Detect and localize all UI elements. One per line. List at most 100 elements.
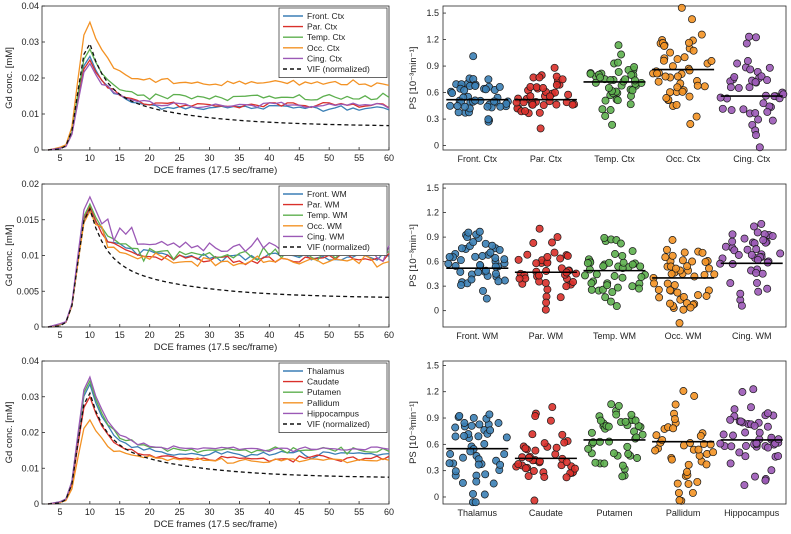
x-category-label: Temp. WM bbox=[593, 331, 636, 341]
y-tick-label: 1.5 bbox=[426, 8, 439, 18]
data-point bbox=[581, 271, 589, 280]
x-tick-label: 40 bbox=[264, 330, 274, 340]
data-point bbox=[471, 252, 480, 261]
data-point bbox=[738, 388, 747, 396]
data-point bbox=[746, 65, 755, 74]
data-point bbox=[675, 319, 684, 328]
data-point bbox=[670, 415, 679, 424]
data-point bbox=[628, 247, 637, 256]
data-point bbox=[757, 219, 766, 228]
data-point bbox=[444, 259, 453, 268]
y-tick-label: 0.04 bbox=[21, 1, 39, 11]
data-point bbox=[614, 58, 622, 67]
x-tick-label: 30 bbox=[205, 507, 215, 517]
data-point bbox=[652, 431, 661, 440]
data-point bbox=[466, 447, 475, 456]
data-point bbox=[631, 76, 639, 85]
y-tick-label: 1.2 bbox=[426, 208, 439, 218]
data-point bbox=[661, 72, 670, 81]
data-point bbox=[484, 115, 493, 124]
data-point bbox=[734, 251, 743, 259]
data-point bbox=[670, 281, 679, 290]
data-point bbox=[572, 269, 581, 278]
legend-label: Hippocampus bbox=[307, 408, 359, 418]
data-point bbox=[548, 403, 557, 412]
data-point bbox=[737, 301, 746, 310]
data-point bbox=[754, 287, 763, 296]
data-point bbox=[496, 460, 505, 469]
data-point bbox=[598, 105, 607, 114]
data-point bbox=[514, 460, 523, 469]
data-point bbox=[721, 242, 730, 251]
legend-label: Cing. WM bbox=[307, 231, 344, 241]
data-point bbox=[768, 116, 777, 125]
data-point bbox=[528, 430, 537, 439]
y-tick-label: 0.01 bbox=[21, 109, 39, 119]
data-point bbox=[564, 90, 573, 99]
data-point bbox=[753, 255, 762, 264]
x-tick-label: 50 bbox=[324, 330, 334, 340]
data-point bbox=[678, 87, 687, 96]
series-line-3 bbox=[47, 20, 390, 151]
data-point bbox=[768, 232, 777, 241]
data-point bbox=[541, 305, 550, 314]
data-point bbox=[741, 428, 750, 437]
data-point bbox=[690, 272, 699, 281]
data-point bbox=[740, 481, 749, 490]
data-point bbox=[726, 459, 735, 468]
data-point bbox=[669, 424, 678, 433]
x-tick-label: 10 bbox=[85, 507, 95, 517]
data-point bbox=[475, 420, 484, 429]
data-point bbox=[673, 72, 682, 81]
data-point bbox=[611, 250, 619, 258]
plot-frame bbox=[442, 360, 787, 505]
data-point bbox=[680, 248, 689, 257]
data-point bbox=[668, 236, 677, 244]
data-point bbox=[751, 78, 760, 87]
y-tick-label: 0 bbox=[434, 141, 439, 151]
data-point bbox=[626, 100, 635, 109]
y-tick-label: 0.6 bbox=[426, 257, 439, 267]
y-tick-label: 0.6 bbox=[426, 439, 439, 449]
data-point bbox=[678, 256, 687, 265]
data-point bbox=[540, 473, 549, 481]
data-point bbox=[671, 264, 680, 273]
data-point bbox=[591, 78, 600, 87]
data-point bbox=[600, 233, 609, 242]
line-chart-time-curves-subcortical: 5 10 15 20 25 30 35 40 45 50 55 60 0 0.01 0.02 0.03 0.04… bbox=[4, 356, 394, 530]
data-point bbox=[740, 234, 749, 243]
data-point bbox=[688, 15, 696, 24]
data-point bbox=[672, 100, 681, 109]
legend-label: Front. Ctx bbox=[307, 11, 345, 21]
y-axis-label: PS [10⁻³min⁻¹] bbox=[408, 401, 419, 464]
data-point bbox=[618, 273, 627, 282]
data-point bbox=[630, 63, 639, 72]
x-tick-label: 45 bbox=[294, 507, 304, 517]
y-axis-label: PS [10⁻³min⁻¹] bbox=[408, 224, 419, 287]
data-point bbox=[467, 275, 476, 284]
y-tick-label: 0.3 bbox=[426, 281, 439, 291]
data-point bbox=[535, 73, 544, 82]
data-point bbox=[489, 479, 498, 488]
data-point bbox=[459, 453, 467, 462]
data-point bbox=[445, 459, 454, 468]
data-point bbox=[460, 432, 468, 440]
legend-label: Caudate bbox=[307, 377, 339, 387]
x-category-label: Occ. WM bbox=[665, 331, 702, 341]
data-point bbox=[478, 252, 487, 260]
data-point bbox=[736, 417, 745, 426]
x-category-label: Front. Ctx bbox=[458, 154, 498, 164]
scatter-chart-ps-subcortical: 0 0.3 0.6 0.9 1.2 1.5 PS [10⁻³min⁻¹] Thalamus Ca… bbox=[408, 360, 787, 518]
data-point bbox=[491, 269, 500, 278]
data-point bbox=[659, 56, 668, 65]
data-point bbox=[742, 441, 750, 450]
data-point bbox=[587, 285, 596, 294]
data-point bbox=[776, 249, 785, 258]
data-point bbox=[666, 286, 675, 295]
data-point bbox=[495, 82, 504, 91]
data-point bbox=[552, 100, 561, 109]
data-point bbox=[692, 112, 701, 121]
x-tick-label: 20 bbox=[145, 153, 155, 163]
data-point bbox=[542, 267, 551, 275]
